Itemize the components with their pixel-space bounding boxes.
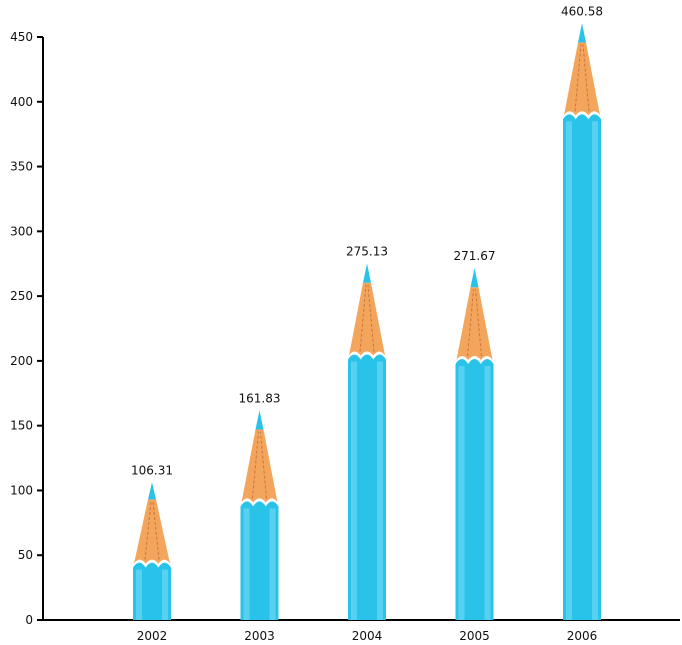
wood-grain <box>582 44 590 112</box>
y-tick-label: 350 <box>10 160 33 174</box>
wood-grain <box>475 289 482 357</box>
pencil-bar-2004 <box>348 263 386 620</box>
pencil-facet <box>243 508 250 620</box>
y-tick-label: 150 <box>10 419 33 433</box>
x-tick-label-2006: 2006 <box>567 629 598 643</box>
pencil-facet <box>377 361 383 620</box>
wood-grain <box>260 431 267 499</box>
pencil-facet <box>162 569 168 620</box>
bars-group <box>133 23 601 620</box>
pencil-facet <box>269 508 276 620</box>
y-axis: 0 50 100 150 200 250 300 350 400 450 <box>10 30 44 627</box>
pencil-lead <box>470 268 479 288</box>
pencil-bar-2006 <box>563 23 601 620</box>
x-tick-label-2004: 2004 <box>352 629 383 643</box>
pencil-lead <box>363 263 371 283</box>
pencil-body <box>563 114 601 620</box>
pencil-facet <box>484 366 491 620</box>
pencil-lead <box>578 23 586 43</box>
y-tick-label: 0 <box>25 613 33 627</box>
pencil-bar-2003 <box>240 410 279 620</box>
y-tick-label: 50 <box>18 548 33 562</box>
data-labels-group: 106.31 161.83 275.13 271.67 460.58 <box>131 4 603 477</box>
y-tick-label: 200 <box>10 354 33 368</box>
x-tick-label-2002: 2002 <box>137 629 168 643</box>
x-tick-label-2003: 2003 <box>244 629 275 643</box>
y-tick-label: 300 <box>10 224 33 238</box>
pencil-facet <box>592 121 598 620</box>
y-tick-label: 250 <box>10 289 33 303</box>
data-label-2002: 106.31 <box>131 463 173 477</box>
pencil-bar-2002 <box>133 482 171 620</box>
wood-grain <box>574 44 582 112</box>
pencil-wood <box>349 282 385 356</box>
y-tick-label: 400 <box>10 95 33 109</box>
pencil-facet <box>351 361 357 620</box>
data-label-2006: 460.58 <box>561 4 603 18</box>
wood-grain <box>467 289 474 357</box>
pencil-body <box>240 501 279 620</box>
pencil-body <box>455 359 494 620</box>
pencil-facet <box>136 569 142 620</box>
pencil-wood <box>241 429 278 503</box>
pencil-body <box>348 354 386 620</box>
y-tick-label: 450 <box>10 30 33 44</box>
pencil-lead <box>148 482 156 500</box>
pencil-facet <box>566 121 572 620</box>
data-label-2005: 271.67 <box>454 249 496 263</box>
y-tick-label: 100 <box>10 483 33 497</box>
data-label-2004: 275.13 <box>346 245 388 259</box>
x-axis: 2002 2003 2004 2005 2006 <box>43 619 680 643</box>
wood-grain <box>359 284 367 352</box>
pencil-facet <box>458 366 465 620</box>
pencil-wood <box>564 42 600 116</box>
pencil-wood <box>456 287 493 361</box>
data-label-2003: 161.83 <box>239 391 281 405</box>
pencil-bar-2005 <box>455 268 494 620</box>
pencil-wood <box>134 499 170 564</box>
wood-grain <box>252 431 259 499</box>
pencil-body <box>133 562 171 620</box>
x-tick-label-2005: 2005 <box>459 629 490 643</box>
pencil-lead <box>255 410 264 430</box>
wood-grain <box>367 284 375 352</box>
